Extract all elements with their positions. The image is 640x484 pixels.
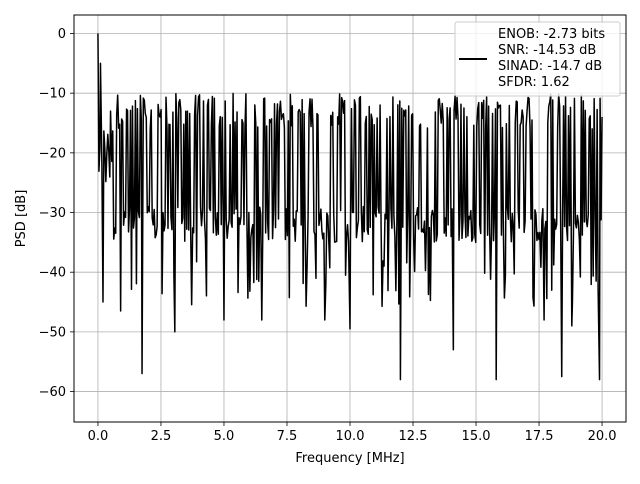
y-tick-label: 0 (58, 27, 66, 42)
legend-box (454, 21, 621, 97)
axis-ticks: 0.0 2.5 5.0 7.5 10.0 12.5 15.0 17.5 20.0 0 −10 −20 −… (39, 27, 617, 444)
x-tick-label: 17.5 (525, 429, 554, 444)
legend-enob-text: ENOB: -2.73 bits (498, 27, 605, 42)
x-tick-label: 12.5 (399, 429, 428, 444)
y-axis-label: PSD [dB] (14, 190, 29, 248)
y-tick-label: −50 (39, 325, 66, 340)
x-tick-label: 10.0 (336, 429, 365, 444)
legend-snr-text: SNR: -14.53 dB (498, 43, 596, 58)
y-tick-label: −40 (39, 266, 66, 281)
x-axis-label: Frequency [MHz] (295, 451, 404, 466)
psd-series-line (97, 33, 603, 381)
y-tick-label: −30 (39, 206, 66, 221)
x-tick-label: 2.5 (151, 429, 172, 444)
y-tick-label: −10 (39, 87, 66, 102)
x-tick-label: 5.0 (214, 429, 235, 444)
x-tick-label: 15.0 (462, 429, 491, 444)
legend-sinad-text: SINAD: -14.7 dB (498, 59, 602, 74)
plot-area (97, 33, 603, 381)
x-tick-label: 0.0 (88, 429, 109, 444)
y-tick-label: −20 (39, 146, 66, 161)
x-tick-label: 20.0 (588, 429, 617, 444)
legend-sfdr-text: SFDR: 1.62 (498, 75, 570, 90)
legend: ENOB: -2.73 bits SNR: -14.53 dB SINAD: -… (454, 21, 621, 97)
y-tick-label: −60 (39, 385, 66, 400)
x-tick-label: 7.5 (277, 429, 298, 444)
